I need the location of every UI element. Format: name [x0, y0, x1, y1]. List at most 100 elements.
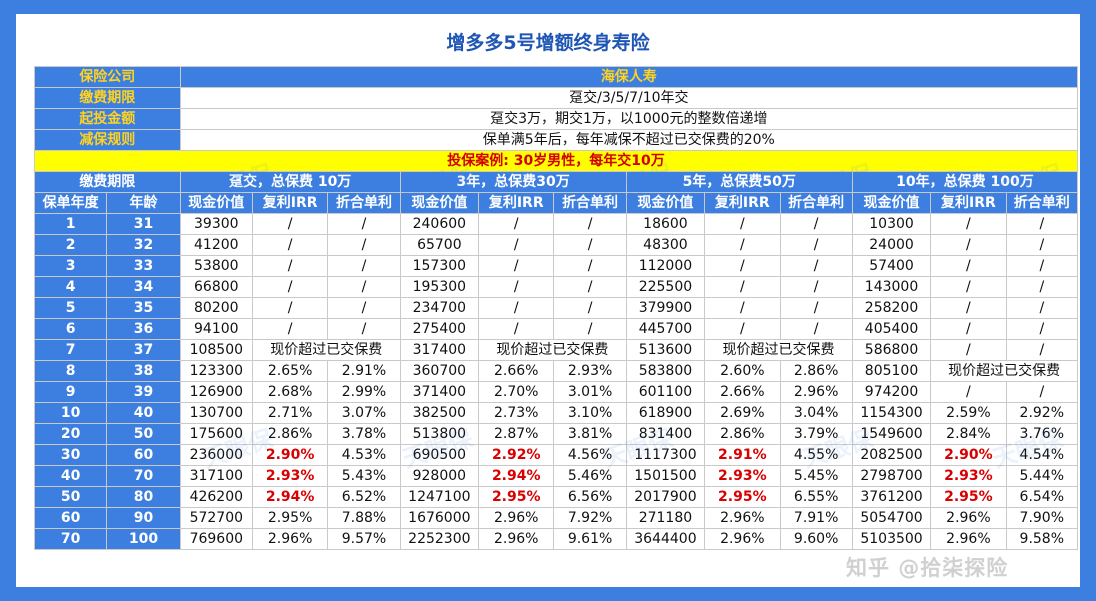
simple-rate-cell: 2.96%: [779, 381, 853, 403]
simple-rate-cell: 4.53%: [327, 444, 401, 466]
policy-year-cell: 6: [33, 318, 108, 340]
cash-value-cell: 41200: [179, 234, 253, 256]
age-header: 年龄: [106, 192, 181, 214]
cash-value-cell: 618900: [625, 402, 706, 424]
info-value: 趸交/3/5/7/10年交: [179, 87, 1079, 109]
irr-cell: 2.86%: [704, 423, 781, 445]
age-cell: 39: [106, 381, 181, 403]
irr-cell: /: [930, 213, 1007, 235]
cash-value-cell: 928000: [399, 465, 480, 487]
info-row: 减保规则 保单满5年后，每年减保不超过已交保费的20%: [34, 129, 1079, 151]
irr-cell: /: [478, 234, 555, 256]
simple-rate-cell: 6.55%: [779, 486, 853, 508]
irr-cell: 2.92%: [478, 444, 555, 466]
irr-cell: 2.95%: [704, 486, 781, 508]
simple-rate-cell: 7.92%: [553, 507, 627, 529]
note-cell: 现价超过已交保费: [704, 339, 853, 361]
note-cell: 现价超过已交保费: [251, 339, 401, 361]
simple-rate-cell: 5.46%: [553, 465, 627, 487]
col-header: 现金价值: [625, 192, 706, 214]
source-credit: 知乎 @拾柒探险: [846, 556, 1009, 580]
table-row: 7 37 108500 现价超过已交保费 317400 现价超过已交保费 513600 现价超…: [33, 339, 1079, 361]
cash-value-cell: 601100: [625, 381, 706, 403]
cash-value-cell: 175600: [179, 423, 253, 445]
table-row: 8 38 123300 2.65% 2.91% 360700 2.66% 2.93% 58380…: [33, 360, 1078, 382]
year-header: 保单年度: [33, 192, 108, 214]
info-value: 趸交3万，期交1万，以1000元的整数倍递增: [179, 108, 1079, 130]
age-cell: 31: [106, 213, 181, 235]
age-cell: 35: [106, 297, 181, 319]
cash-value-cell: 445700: [625, 318, 706, 340]
simple-rate-cell: 3.04%: [779, 402, 853, 424]
irr-cell: 2.90%: [930, 444, 1007, 466]
cash-value-cell: 572700: [179, 507, 253, 529]
simple-rate-cell: /: [1005, 318, 1079, 340]
simple-rate-cell: 2.99%: [327, 381, 401, 403]
irr-cell: /: [704, 213, 781, 235]
policy-year-cell: 8: [33, 360, 108, 382]
simple-rate-cell: 9.58%: [1005, 528, 1079, 550]
irr-cell: /: [478, 297, 555, 319]
cash-value-cell: 1117300: [625, 444, 706, 466]
cash-value-cell: 2017900: [625, 486, 706, 508]
table-row: 1 31 39300//240600//18600//10300//: [33, 213, 1079, 235]
irr-cell: /: [478, 276, 555, 298]
table-row: 20 50 175600 2.86% 3.78% 513800 2.87% 3.81% 8314…: [33, 423, 1079, 445]
cash-value-cell: 371400: [399, 381, 480, 403]
irr-cell: 2.94%: [251, 486, 329, 508]
irr-cell: /: [930, 234, 1007, 256]
column-header-row: 保单年度 年龄 现金价值 复利IRR 折合单利 现金价值 复利IRR 折合单利 …: [33, 192, 1079, 214]
simple-rate-cell: 9.61%: [553, 528, 627, 550]
cash-value-cell: 360700: [399, 360, 480, 382]
policy-year-cell: 4: [33, 276, 108, 298]
irr-cell: /: [704, 234, 781, 256]
cash-value-cell: 690500: [399, 444, 480, 466]
simple-rate-cell: /: [779, 318, 853, 340]
info-label: 缴费期限: [34, 87, 181, 109]
cash-value-cell: 583800: [625, 360, 706, 382]
info-row: 缴费期限 趸交/3/5/7/10年交: [34, 87, 1079, 109]
policy-year-cell: 5: [33, 297, 108, 319]
irr-cell: 2.93%: [251, 465, 329, 487]
irr-cell: 2.95%: [478, 486, 555, 508]
col-header: 折合单利: [1005, 192, 1079, 214]
cash-value-cell: 10300: [851, 213, 932, 235]
simple-rate-cell: 7.90%: [1005, 507, 1079, 529]
age-cell: 50: [106, 423, 181, 445]
irr-cell: /: [478, 213, 555, 235]
info-value: 海保人寿: [179, 66, 1079, 88]
policy-year-cell: 20: [33, 423, 108, 445]
simple-rate-cell: 2.92%: [1005, 402, 1079, 424]
simple-rate-cell: 2.86%: [779, 360, 853, 382]
simple-rate-cell: /: [779, 255, 853, 277]
irr-cell: 2.96%: [704, 528, 781, 550]
simple-rate-cell: /: [327, 276, 401, 298]
policy-year-cell: 60: [33, 507, 108, 529]
irr-cell: /: [704, 318, 781, 340]
note-cell: 现价超过已交保费: [930, 360, 1078, 382]
simple-rate-cell: 2.93%: [553, 360, 627, 382]
plan-header: 5年，总保费50万: [625, 171, 853, 193]
col-header: 复利IRR: [930, 192, 1007, 214]
simple-rate-cell: /: [779, 297, 853, 319]
simple-rate-cell: 6.54%: [1005, 486, 1079, 508]
simple-rate-cell: 7.88%: [327, 507, 401, 529]
irr-cell: 2.65%: [251, 360, 329, 382]
info-label: 减保规则: [34, 129, 181, 151]
irr-cell: /: [478, 318, 555, 340]
simple-rate-cell: /: [327, 255, 401, 277]
cash-value-cell: 317100: [179, 465, 253, 487]
irr-cell: 2.69%: [704, 402, 781, 424]
simple-rate-cell: 9.60%: [779, 528, 853, 550]
table-row: 50 80 426200 2.94% 6.52% 1247100 2.95% 6.56% 201…: [33, 486, 1079, 508]
table-row: 30 60 236000 2.90% 4.53% 690500 2.92% 4.56% 1117…: [33, 444, 1079, 466]
cash-value-cell: 130700: [179, 402, 253, 424]
cash-value-cell: 805100: [851, 360, 932, 382]
simple-rate-cell: /: [553, 213, 627, 235]
age-cell: 40: [106, 402, 181, 424]
irr-cell: /: [251, 234, 329, 256]
irr-cell: /: [930, 297, 1007, 319]
info-row: 保险公司 海保人寿: [34, 66, 1079, 88]
cash-value-cell: 405400: [851, 318, 932, 340]
irr-cell: 2.86%: [251, 423, 329, 445]
